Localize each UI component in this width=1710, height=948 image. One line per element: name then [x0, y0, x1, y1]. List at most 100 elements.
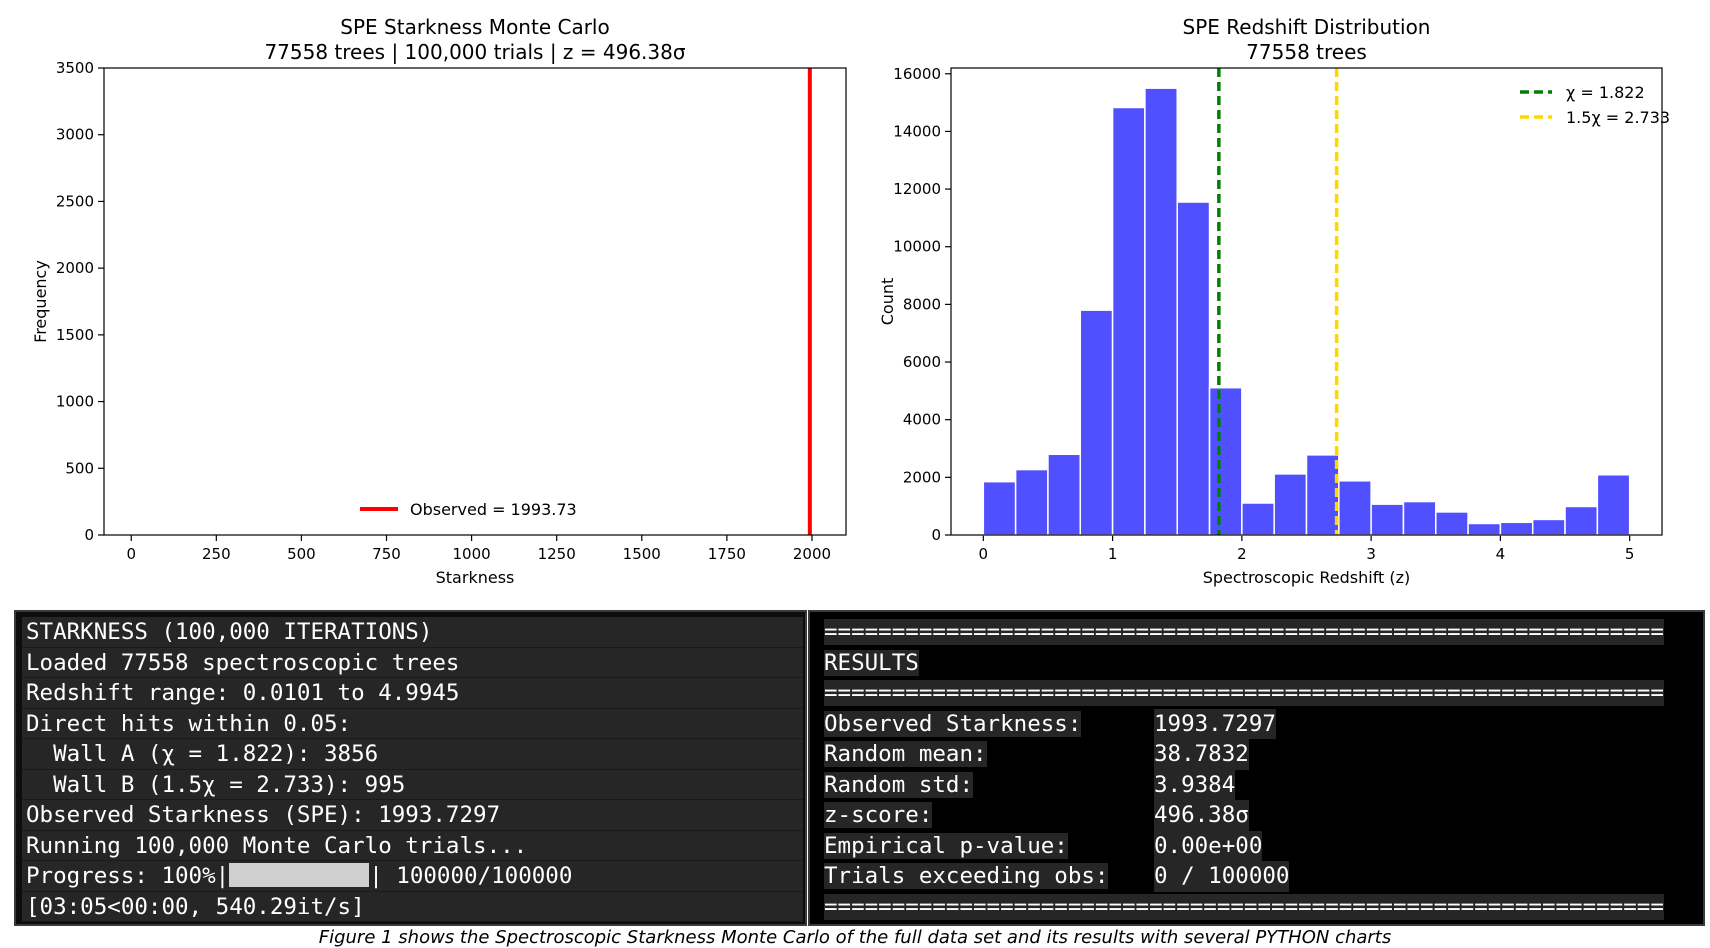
terminal-line: Direct hits within 0.05:	[22, 708, 803, 739]
y-tick-label: 0	[931, 526, 941, 544]
x-tick-label: 0	[126, 545, 136, 563]
y-tick-label: 3000	[56, 126, 94, 144]
results-heading: RESULTS	[824, 648, 1703, 679]
legend-label-observed: Observed = 1993.73	[410, 500, 577, 519]
histogram-bar	[1531, 518, 1566, 536]
terminal-line-text: Loaded 77558 spectroscopic trees	[26, 649, 460, 676]
result-key: Empirical p-value:	[824, 831, 1154, 862]
terminal-line: Redshift range: 0.0101 to 4.9945	[22, 678, 803, 709]
x-tick-label: 2	[1237, 545, 1247, 563]
legend-label: 1.5χ = 2.733	[1566, 108, 1670, 127]
x-tick-label: 1000	[453, 545, 491, 563]
y-tick-label: 2000	[56, 259, 94, 277]
chart-subtitle: 77558 trees	[1246, 40, 1367, 64]
x-tick-label: 750	[372, 545, 401, 563]
histogram-bar	[1596, 474, 1631, 536]
x-tick-label: 1250	[538, 545, 576, 563]
y-tick-label: 500	[65, 459, 94, 477]
y-tick-label: 8000	[903, 295, 941, 313]
histogram-bar	[1305, 454, 1340, 536]
progress-timing: [03:05<00:00, 540.29it/s]	[22, 891, 803, 922]
terminal-line: Wall B (1.5χ = 2.733): 995	[22, 769, 803, 800]
result-key: Trials exceeding obs:	[824, 861, 1154, 892]
histogram-bar	[1338, 480, 1372, 536]
terminal-line: Running 100,000 Monte Carlo trials...	[22, 830, 803, 861]
x-tick-label: 0	[979, 545, 989, 563]
x-tick-label: 1750	[708, 545, 746, 563]
rule-line: ========================================…	[824, 617, 1703, 648]
x-tick-label: 5	[1625, 545, 1635, 563]
result-row: Random mean: 38.7832	[824, 739, 1703, 770]
progress-suffix: | 100000/100000	[369, 863, 573, 889]
histogram-bar	[1014, 468, 1049, 536]
x-tick-label: 500	[287, 545, 316, 563]
result-row: Random std: 3.9384	[824, 769, 1703, 801]
y-tick-label: 3500	[56, 59, 94, 77]
result-key-text: z-score:	[824, 802, 933, 828]
progress-line: Progress: 100%| | 100000/100000	[22, 861, 803, 892]
histogram-bar	[1241, 502, 1275, 536]
result-value: 3.9384	[1154, 769, 1236, 800]
results-heading-text: RESULTS	[824, 649, 919, 676]
result-key-text: Random std:	[824, 771, 974, 798]
result-key: Random std:	[824, 770, 1154, 801]
terminal-line-text: Running 100,000 Monte Carlo trials...	[26, 832, 528, 859]
x-tick-label: 1500	[623, 545, 661, 563]
y-tick-label: 0	[84, 526, 94, 544]
x-axis-label: Spectroscopic Redshift (z)	[1203, 568, 1411, 587]
result-row: Trials exceeding obs: 0 / 100000	[824, 861, 1703, 892]
result-key-text: Trials exceeding obs:	[824, 863, 1109, 889]
x-tick-label: 3	[1366, 545, 1376, 563]
terminal-left: STARKNESS (100,000 ITERATIONS) Loaded 775…	[14, 610, 807, 926]
result-row: Observed Starkness: 1993.7297	[824, 708, 1703, 739]
y-tick-label: 2000	[903, 468, 941, 486]
rule-line: ========================================…	[824, 892, 1703, 923]
chart-title: SPE Starkness Monte Carlo	[340, 15, 609, 39]
result-row: z-score: 496.38σ	[824, 800, 1703, 831]
y-tick-label: 1500	[56, 326, 94, 344]
terminal-line: STARKNESS (100,000 ITERATIONS)	[22, 617, 803, 648]
x-tick-label: 4	[1496, 545, 1506, 563]
y-tick-label: 4000	[903, 411, 941, 429]
terminal-line-text: STARKNESS (100,000 ITERATIONS)	[26, 619, 433, 645]
histogram-bar	[1144, 87, 1178, 536]
y-tick-label: 6000	[903, 353, 941, 371]
rule-line-text: ========================================…	[824, 893, 1664, 920]
result-key: z-score:	[824, 800, 1154, 831]
plot-frame	[950, 67, 1663, 536]
rule-line-text: ========================================…	[824, 680, 1664, 706]
x-tick-label: 250	[202, 545, 231, 563]
terminal-line: Loaded 77558 spectroscopic trees	[22, 647, 803, 678]
y-tick-label: 14000	[893, 122, 941, 140]
x-tick-label: 2000	[793, 545, 831, 563]
x-tick-label: 1	[1108, 545, 1118, 563]
y-tick-label: 1000	[56, 393, 94, 411]
terminal-line-text: Wall A (χ = 1.822): 3856	[26, 741, 379, 767]
histogram-bar	[1402, 500, 1437, 536]
result-key: Random mean:	[824, 739, 1154, 770]
legend-label: χ = 1.822	[1566, 83, 1645, 102]
terminal-line: Observed Starkness (SPE): 1993.7297	[22, 800, 803, 831]
figure-caption: Figure 1 shows the Spectroscopic Starkne…	[318, 927, 1392, 948]
histogram-bar	[1208, 386, 1243, 536]
histogram-bar	[1111, 106, 1146, 536]
histogram-bar	[1079, 309, 1114, 536]
result-value: 0 / 100000	[1154, 861, 1290, 892]
result-value: 1993.7297	[1154, 708, 1276, 739]
result-value: 496.38σ	[1154, 800, 1249, 831]
rule-line-text: ========================================…	[824, 619, 1664, 645]
y-tick-label: 16000	[893, 65, 941, 83]
y-axis-label: Frequency	[31, 260, 50, 343]
y-tick-label: 12000	[893, 180, 941, 198]
histogram-bar	[1370, 503, 1405, 536]
y-tick-label: 10000	[893, 238, 941, 256]
result-value: 38.7832	[1154, 739, 1249, 770]
terminal-line: Wall A (χ = 1.822): 3856	[22, 739, 803, 770]
terminal-line-text: Direct hits within 0.05:	[26, 710, 352, 737]
terminal-line-text: Observed Starkness (SPE): 1993.7297	[26, 802, 501, 828]
histogram-bar	[1467, 522, 1502, 536]
chart-subtitle: 77558 trees | 100,000 trials | z = 496.3…	[264, 40, 685, 64]
progress-timing-text: [03:05<00:00, 540.29it/s]	[26, 893, 365, 920]
histogram-bar	[982, 480, 1017, 536]
